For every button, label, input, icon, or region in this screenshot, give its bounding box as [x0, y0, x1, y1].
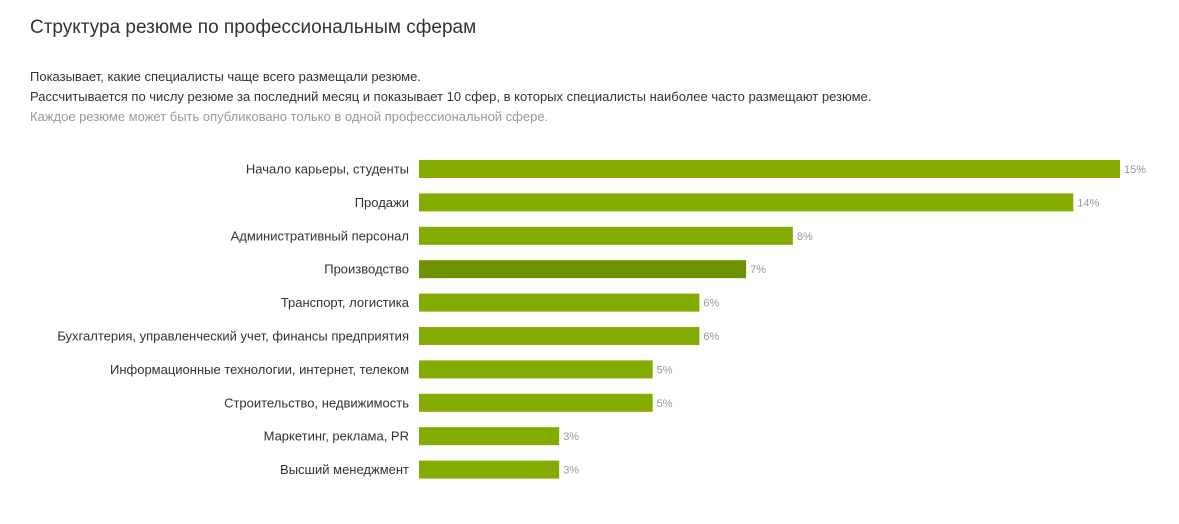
- value-label: 14%: [1077, 197, 1099, 209]
- value-label: 6%: [703, 331, 719, 343]
- value-label: 15%: [1124, 164, 1146, 176]
- category-label: Начало карьеры, студенты: [246, 162, 409, 177]
- category-label: Производство: [324, 262, 409, 277]
- bar[interactable]: [419, 427, 560, 446]
- bar[interactable]: [419, 327, 700, 345]
- bar[interactable]: [419, 393, 653, 412]
- value-label: 3%: [563, 465, 579, 477]
- category-label: Административный персонал: [231, 228, 409, 243]
- value-label: 5%: [657, 398, 673, 410]
- category-label: Строительство, недвижимость: [224, 395, 409, 410]
- bar[interactable]: [419, 360, 653, 379]
- bar[interactable]: [419, 260, 747, 279]
- category-label: Транспорт, логистика: [281, 295, 410, 310]
- description-note: Каждое резюме может быть опубликовано то…: [30, 109, 549, 124]
- value-label: 8%: [797, 231, 813, 243]
- value-label: 6%: [703, 298, 719, 310]
- category-label: Информационные технологии, интернет, тел…: [110, 362, 409, 377]
- description-line-2: Рассчитывается по числу резюме за послед…: [30, 89, 872, 104]
- bar[interactable]: [419, 226, 793, 245]
- bar[interactable]: [419, 160, 1120, 178]
- value-label: 5%: [657, 364, 673, 376]
- category-label: Маркетинг, реклама, PR: [264, 429, 409, 444]
- category-label: Продажи: [355, 195, 409, 210]
- value-label: 3%: [563, 431, 579, 443]
- bar[interactable]: [419, 460, 560, 479]
- bar[interactable]: [419, 293, 700, 312]
- chart-title: Структура резюме по профессиональным сфе…: [30, 17, 477, 38]
- category-label: Бухгалтерия, управленческий учет, финанс…: [57, 329, 409, 344]
- description-line-1: Показывает, какие специалисты чаще всего…: [30, 69, 421, 84]
- bar[interactable]: [419, 193, 1074, 212]
- chart-description: Показывает, какие специалисты чаще всего…: [30, 67, 871, 127]
- category-label: Высший менеджмент: [280, 462, 409, 477]
- value-label: 7%: [750, 264, 766, 276]
